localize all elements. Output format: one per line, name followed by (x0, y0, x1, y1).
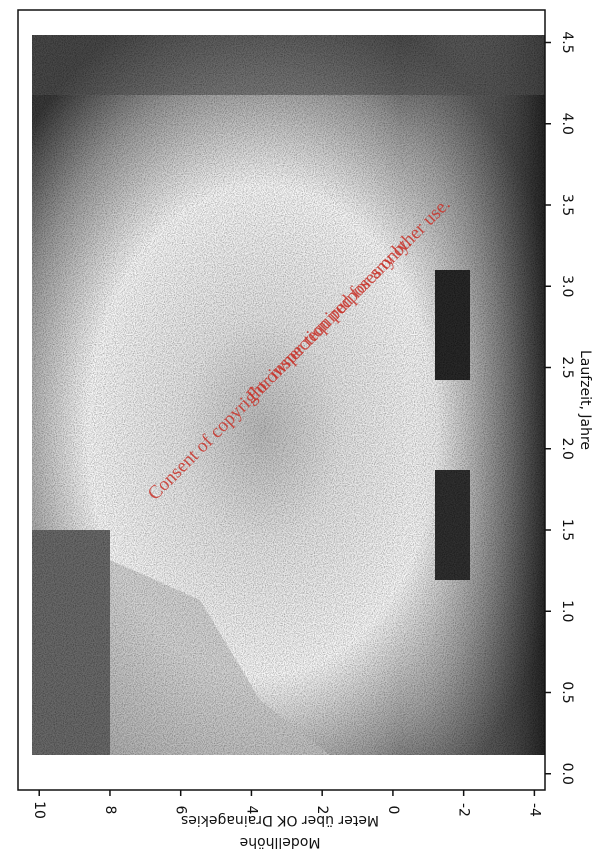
y-tick-label: -4 (526, 803, 542, 817)
plot-area (17, 9, 546, 791)
x-tick-label: 3.0 (559, 275, 575, 297)
x-tick-label: 3.5 (559, 194, 575, 216)
y-tick-label: 2 (314, 806, 330, 815)
x-tick-label: 1.0 (559, 600, 575, 622)
y-tick-label: 6 (173, 806, 189, 815)
x-axis-label: Laufzeit, Jahre (577, 350, 593, 450)
x-tick-label: 4.5 (559, 31, 575, 53)
x-tick-label: 0.0 (559, 763, 575, 785)
plot-frame (17, 9, 546, 791)
y-axis-label-2: Modellhöhe (240, 834, 321, 850)
y-axis-label: Meter über OK Drainagekies (181, 812, 379, 828)
y-tick-label: -2 (456, 803, 472, 817)
x-tick-label: 1.5 (559, 519, 575, 541)
y-tick-label: 4 (243, 806, 259, 815)
x-tick-label: 2.5 (559, 356, 575, 378)
y-tick-label: 8 (102, 806, 118, 815)
x-tick-label: 2.0 (559, 438, 575, 460)
heatmap-image (32, 35, 545, 755)
x-tick-label: 4.0 (559, 113, 575, 135)
x-tick-label: 0.5 (559, 681, 575, 703)
y-tick-label: 10 (31, 801, 47, 819)
y-tick-label: 0 (385, 806, 401, 815)
